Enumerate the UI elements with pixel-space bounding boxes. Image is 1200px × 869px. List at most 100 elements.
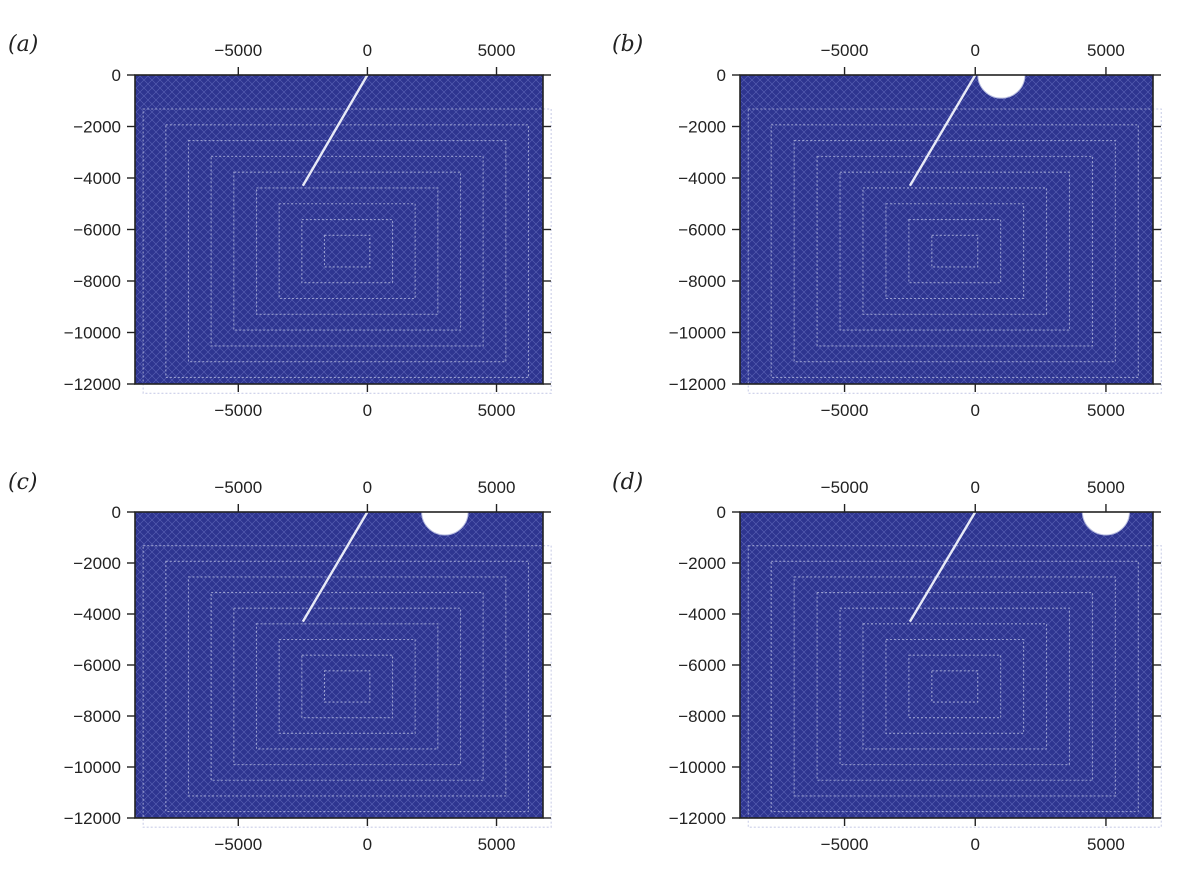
x-tick-label-bottom: −5000 <box>214 401 262 420</box>
mesh-contour <box>747 545 1162 828</box>
mesh-contour <box>255 623 439 750</box>
y-tick-label: 0 <box>112 66 121 85</box>
y-tick-label: −8000 <box>73 707 121 726</box>
x-tick-label-top: −5000 <box>214 41 262 60</box>
x-tick-label-top: −5000 <box>821 478 869 497</box>
y-tick-label: −6000 <box>73 221 121 240</box>
panel-a: −5000 −5000 0 0 5000 5000 0 −2000 −4000 −6000 −800… <box>64 41 552 420</box>
mesh-contour <box>278 203 416 300</box>
y-tick-label: −4000 <box>73 605 121 624</box>
panel-d: −5000 −5000 0 0 5000 5000 0 −2000 −4000 −6000 −800… <box>669 478 1162 854</box>
mesh-contour <box>908 654 1002 719</box>
mesh-contour <box>793 576 1116 797</box>
y-tick-label: 0 <box>717 66 726 85</box>
y-tick-label: −6000 <box>678 221 726 240</box>
y-tick-label: −10000 <box>64 758 121 777</box>
mesh-contour <box>839 171 1071 331</box>
x-tick-label-bottom: −5000 <box>214 835 262 854</box>
panel-label-d: (d) <box>612 470 644 495</box>
y-tick-label: −8000 <box>678 272 726 291</box>
y-tick-label: −4000 <box>678 169 726 188</box>
y-tick-label: −2000 <box>73 118 121 137</box>
mesh-contour <box>278 638 416 734</box>
x-tick-label-bottom: 0 <box>363 835 372 854</box>
cavity <box>977 74 1026 99</box>
mesh-contour <box>931 234 979 268</box>
panel-label-a: (a) <box>8 32 39 57</box>
x-tick-label-top: 0 <box>363 41 372 60</box>
mesh-contour <box>255 187 439 315</box>
x-tick-label-top: 5000 <box>1087 478 1125 497</box>
mesh-contour <box>839 607 1071 766</box>
y-tick-label: −2000 <box>678 554 726 573</box>
y-tick-label: −6000 <box>73 656 121 675</box>
x-tick-label-top: 5000 <box>1087 41 1125 60</box>
y-tick-label: 0 <box>112 503 121 522</box>
fault-line <box>908 74 977 187</box>
x-tick-label-top: −5000 <box>214 478 262 497</box>
y-tick-label: −2000 <box>678 118 726 137</box>
mesh-domain <box>740 512 1153 818</box>
cavity <box>1081 511 1130 536</box>
x-tick-label-top: 0 <box>971 478 980 497</box>
x-tick-label-bottom: 0 <box>363 401 372 420</box>
y-tick-label: −6000 <box>678 656 726 675</box>
x-tick-label-bottom: 0 <box>971 835 980 854</box>
x-tick-label-bottom: −5000 <box>821 401 869 420</box>
y-tick-label: −12000 <box>64 809 121 828</box>
mesh-domain <box>135 75 543 384</box>
mesh-contour <box>210 155 484 347</box>
y-tick-label: −8000 <box>678 707 726 726</box>
x-tick-label-top: −5000 <box>821 41 869 60</box>
mesh-contour <box>165 560 530 813</box>
x-tick-label-top: 0 <box>363 478 372 497</box>
mesh-contour <box>770 560 1139 813</box>
mesh-contour <box>233 171 462 331</box>
y-tick-label: −8000 <box>73 272 121 291</box>
mesh-contour <box>793 140 1116 363</box>
x-tick-label-top: 5000 <box>478 478 516 497</box>
x-tick-label-bottom: 5000 <box>1087 835 1125 854</box>
x-tick-label-top: 0 <box>971 41 980 60</box>
fault-line <box>908 511 977 623</box>
x-tick-label-bottom: 5000 <box>1087 401 1125 420</box>
y-tick-label: −10000 <box>669 324 726 343</box>
mesh-contour <box>931 670 979 703</box>
y-tick-label: −4000 <box>73 169 121 188</box>
mesh-contour <box>862 187 1048 315</box>
x-tick-label-bottom: 0 <box>971 401 980 420</box>
y-tick-label: 0 <box>717 503 726 522</box>
mesh-domain <box>740 75 1153 384</box>
mesh-contour <box>816 592 1093 781</box>
mesh-contour <box>816 155 1093 347</box>
mesh-contour <box>885 203 1025 300</box>
mesh-contour <box>323 234 371 268</box>
mesh-contour <box>165 124 530 379</box>
mesh-contour <box>210 592 484 781</box>
x-tick-label-bottom: −5000 <box>821 835 869 854</box>
y-tick-label: −12000 <box>669 809 726 828</box>
mesh-contour <box>885 638 1025 734</box>
mesh-contour <box>301 654 394 719</box>
mesh-contour <box>187 140 507 363</box>
cavity <box>421 511 469 536</box>
x-tick-label-bottom: 5000 <box>478 835 516 854</box>
mesh-domain <box>135 512 543 818</box>
y-tick-label: −4000 <box>678 605 726 624</box>
mesh-contour <box>747 108 1162 394</box>
y-tick-label: −10000 <box>669 758 726 777</box>
x-tick-label-top: 5000 <box>478 41 516 60</box>
fault-line <box>301 74 369 187</box>
panel-c: −5000 −5000 0 0 5000 5000 0 −2000 −4000 −6000 −800… <box>64 478 552 854</box>
panel-label-c: (c) <box>8 470 38 495</box>
mesh-contour <box>770 124 1139 379</box>
fault-line <box>301 511 369 623</box>
x-tick-label-bottom: 5000 <box>478 401 516 420</box>
mesh-contour <box>233 607 462 766</box>
y-tick-label: −12000 <box>64 375 121 394</box>
panel-label-b: (b) <box>612 32 644 57</box>
mesh-contour <box>908 218 1002 284</box>
mesh-contour <box>323 670 371 703</box>
panel-b: −5000 −5000 0 0 5000 5000 0 −2000 −4000 −6000 −800… <box>669 41 1162 420</box>
